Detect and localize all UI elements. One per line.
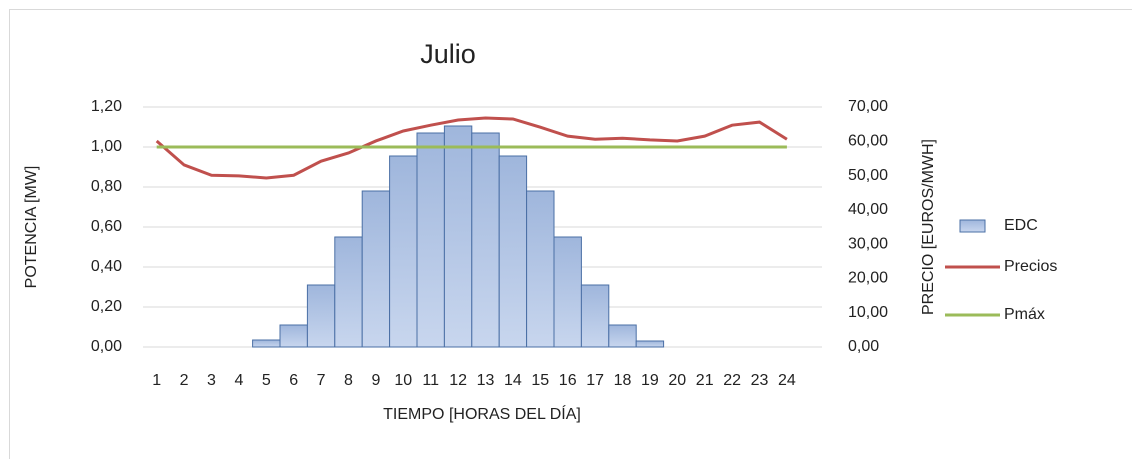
x-tick-label: 3 [207,372,216,389]
bar [471,132,500,348]
x-tick-label: 24 [778,372,796,389]
chart-border [9,9,1132,459]
x-tick-label: 2 [180,372,189,389]
y2-tick-label: 40,00 [848,201,888,218]
x-tick-label: 22 [723,372,741,389]
x-tick-label: 18 [614,372,632,389]
bar [553,236,582,348]
x-tick-label: 4 [234,372,243,389]
x-tick-label: 13 [477,372,495,389]
y-tick-label: 0,00 [91,338,122,355]
legend-label: Pmáx [1004,306,1045,323]
bar [416,132,445,348]
y2-tick-label: 50,00 [848,167,888,184]
y2-tick-label: 0,00 [848,338,879,355]
x-tick-label: 1 [152,372,161,389]
x-axis-title: TIEMPO [HORAS DEL DÍA] [383,404,581,423]
bar [498,155,528,348]
x-tick-label: 11 [422,372,439,389]
x-tick-label: 7 [317,372,326,389]
y-tick-label: 1,20 [91,98,122,115]
x-tick-label: 8 [344,372,353,389]
x-tick-label: 19 [641,372,659,389]
bar [361,190,391,348]
y-axis-title: POTENCIA [MW] [23,166,40,289]
x-tick-label: 12 [449,372,467,389]
bar [443,125,473,348]
x-tick-label: 23 [751,372,769,389]
x-tick-label: 9 [371,372,380,389]
bar [279,324,308,348]
y2-tick-label: 70,00 [848,98,888,115]
bar [334,236,363,348]
x-tick-label: 5 [262,372,271,389]
x-tick-label: 20 [668,372,686,389]
y-tick-label: 1,00 [91,138,122,155]
chart-title: Julio [420,39,476,69]
x-tick-label: 10 [394,372,412,389]
x-tick-label: 15 [531,372,549,389]
legend-label: Precios [1004,258,1057,275]
y-tick-label: 0,60 [91,218,122,235]
bar [526,190,555,348]
bar [389,155,418,348]
legend-swatch [959,219,986,233]
x-tick-label: 14 [504,372,522,389]
bar [580,284,610,348]
y-tick-label: 0,80 [91,178,122,195]
y2-tick-label: 10,00 [848,304,888,321]
y2-axis-title: PRECIO [EUROS/MWH] [920,139,937,315]
x-tick-label: 16 [559,372,577,389]
line-series [155,116,788,180]
x-tick-label: 6 [289,372,298,389]
y2-tick-label: 30,00 [848,235,888,252]
y2-tick-label: 60,00 [848,133,888,150]
bar [252,339,281,348]
y-tick-label: 0,40 [91,258,122,275]
legend-label: EDC [1004,217,1038,234]
bar [608,324,637,348]
bar [306,284,336,348]
bar [635,340,665,348]
x-tick-label: 21 [696,372,714,389]
x-tick-label: 17 [586,372,604,389]
y2-tick-label: 20,00 [848,270,888,287]
y-tick-label: 0,20 [91,298,122,315]
